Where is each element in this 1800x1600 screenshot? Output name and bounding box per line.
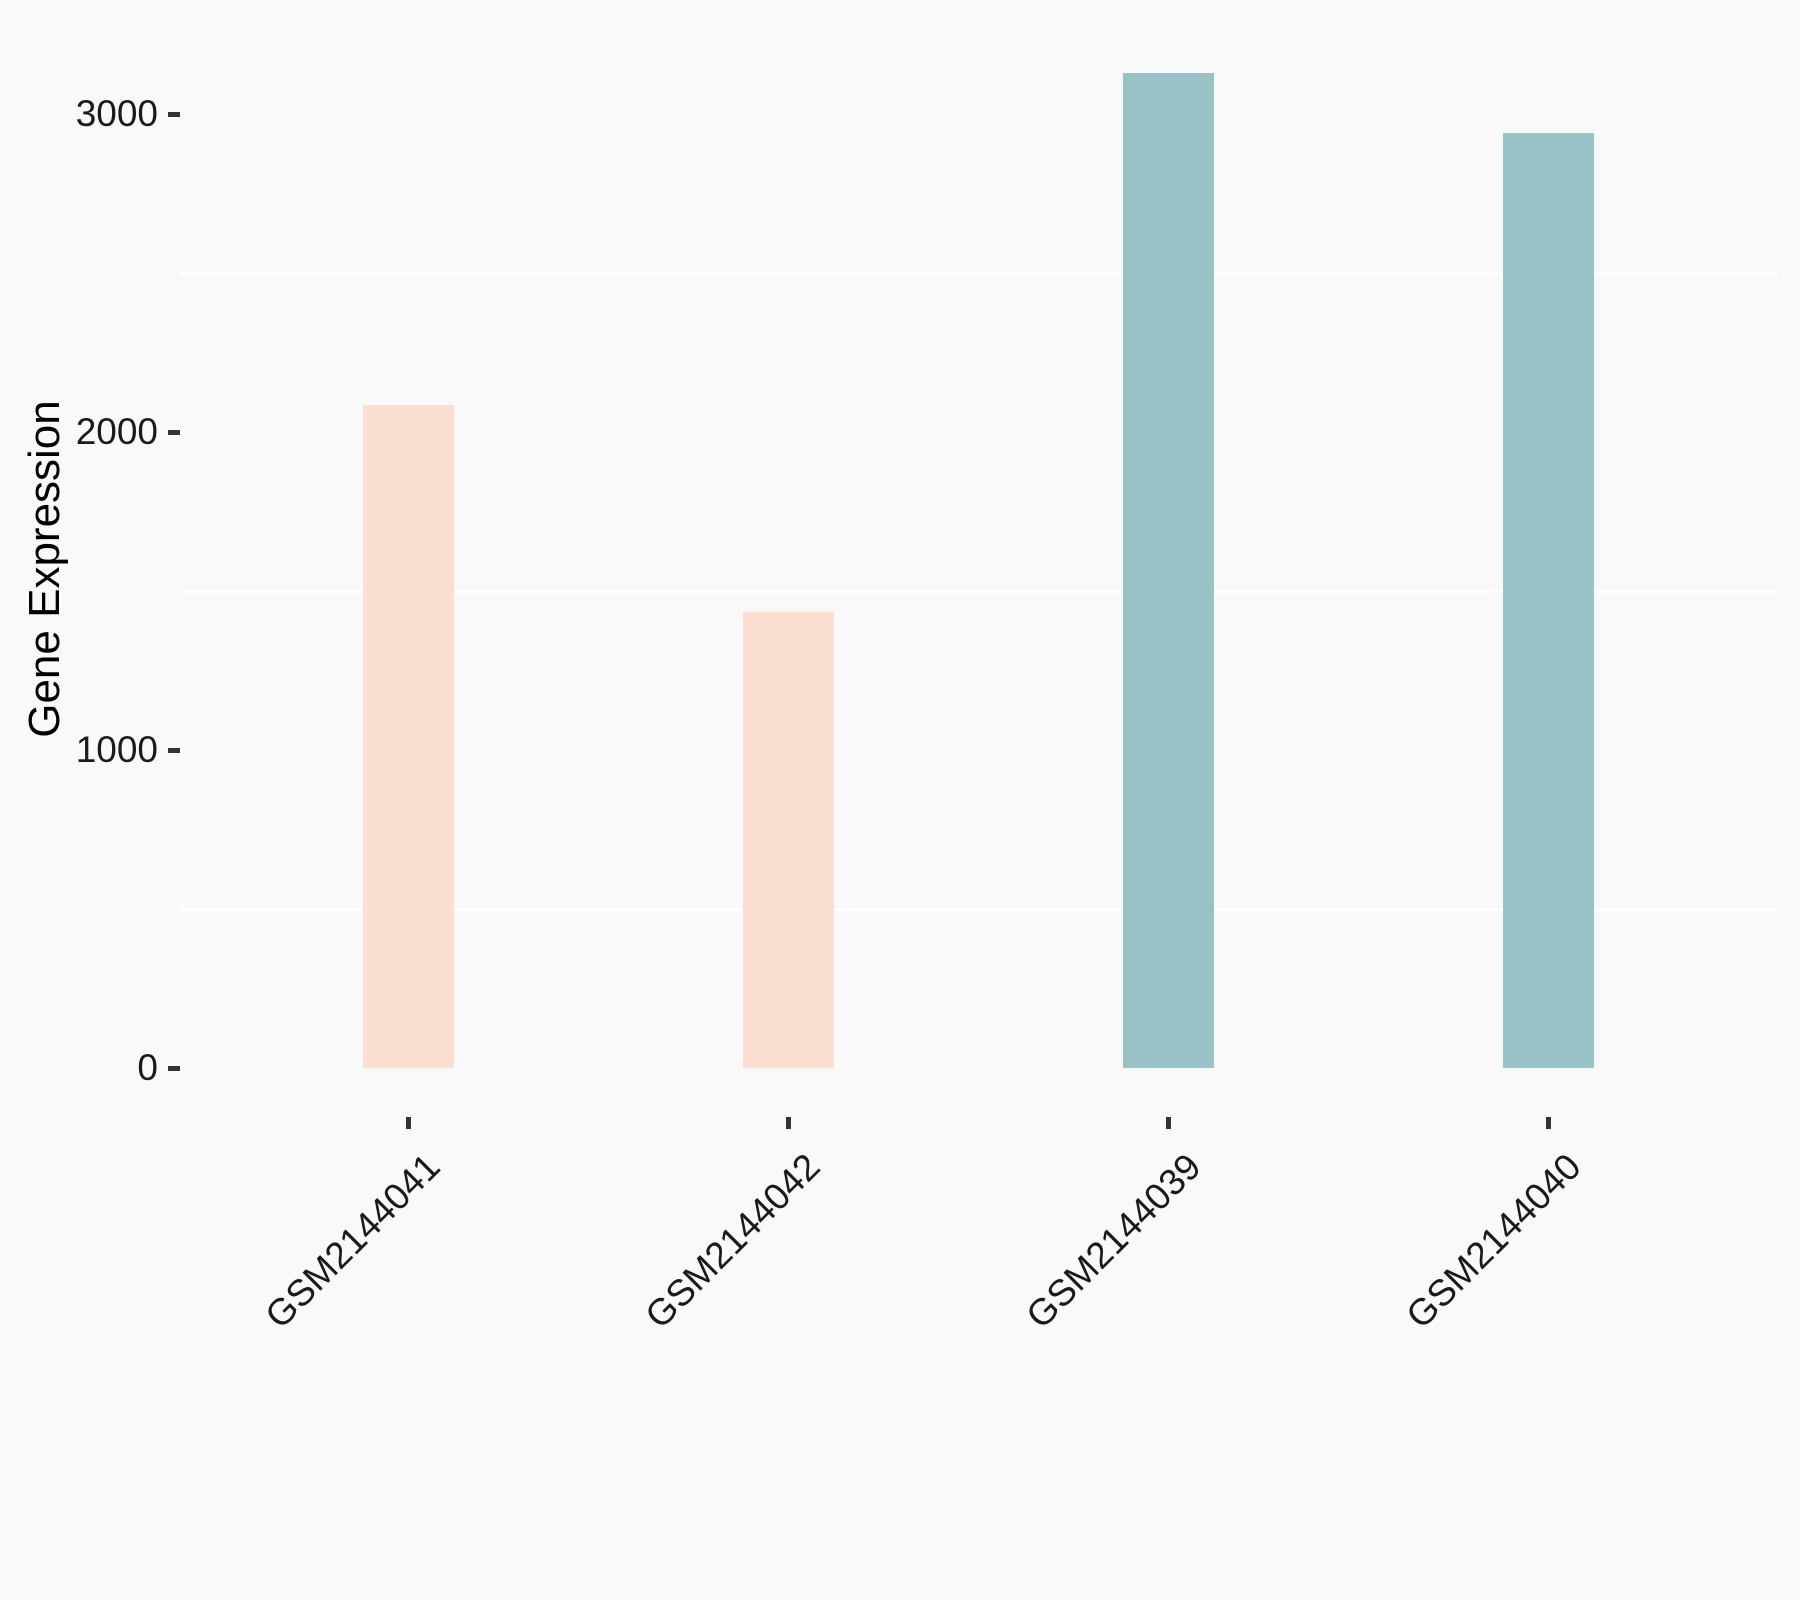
x-tick-mark-GSM2144041 <box>405 1117 411 1129</box>
minor-gridline-1500 <box>180 589 1777 593</box>
y-axis-title: Gene Expression <box>20 400 69 738</box>
x-tick-mark-GSM2144042 <box>785 1117 791 1129</box>
y-tick-label-2000: 2000 <box>75 411 158 452</box>
y-tick-mark-1000 <box>168 747 180 753</box>
minor-gridline-500 <box>180 907 1777 911</box>
x-tick-mark-GSM2144040 <box>1546 1117 1552 1129</box>
x-tick-label-GSM2144041: GSM2144041 <box>257 1145 448 1337</box>
y-tick-mark-3000 <box>168 111 180 117</box>
x-tick-label-GSM2144042: GSM2144042 <box>637 1145 829 1337</box>
bar-GSM2144040 <box>1503 133 1595 1068</box>
y-tick-label-0: 0 <box>137 1047 158 1088</box>
minor-gridline-2500 <box>180 271 1777 275</box>
y-tick-mark-0 <box>168 1065 180 1071</box>
x-tick-label-GSM2144040: GSM2144040 <box>1397 1145 1589 1337</box>
y-tick-mark-2000 <box>168 429 180 435</box>
y-tick-label-1000: 1000 <box>75 729 158 770</box>
x-tick-label-GSM2144039: GSM2144039 <box>1017 1145 1209 1337</box>
bar-chart: 0 1000 2000 3000 GSM2144041 GSM2144042 GSM2144… <box>20 72 1777 1337</box>
bar-GSM2144042 <box>742 611 834 1068</box>
bar-GSM2144039 <box>1123 72 1215 1068</box>
bar-GSM2144041 <box>362 404 454 1068</box>
y-tick-label-3000: 3000 <box>75 93 158 134</box>
x-tick-mark-GSM2144039 <box>1166 1117 1172 1129</box>
